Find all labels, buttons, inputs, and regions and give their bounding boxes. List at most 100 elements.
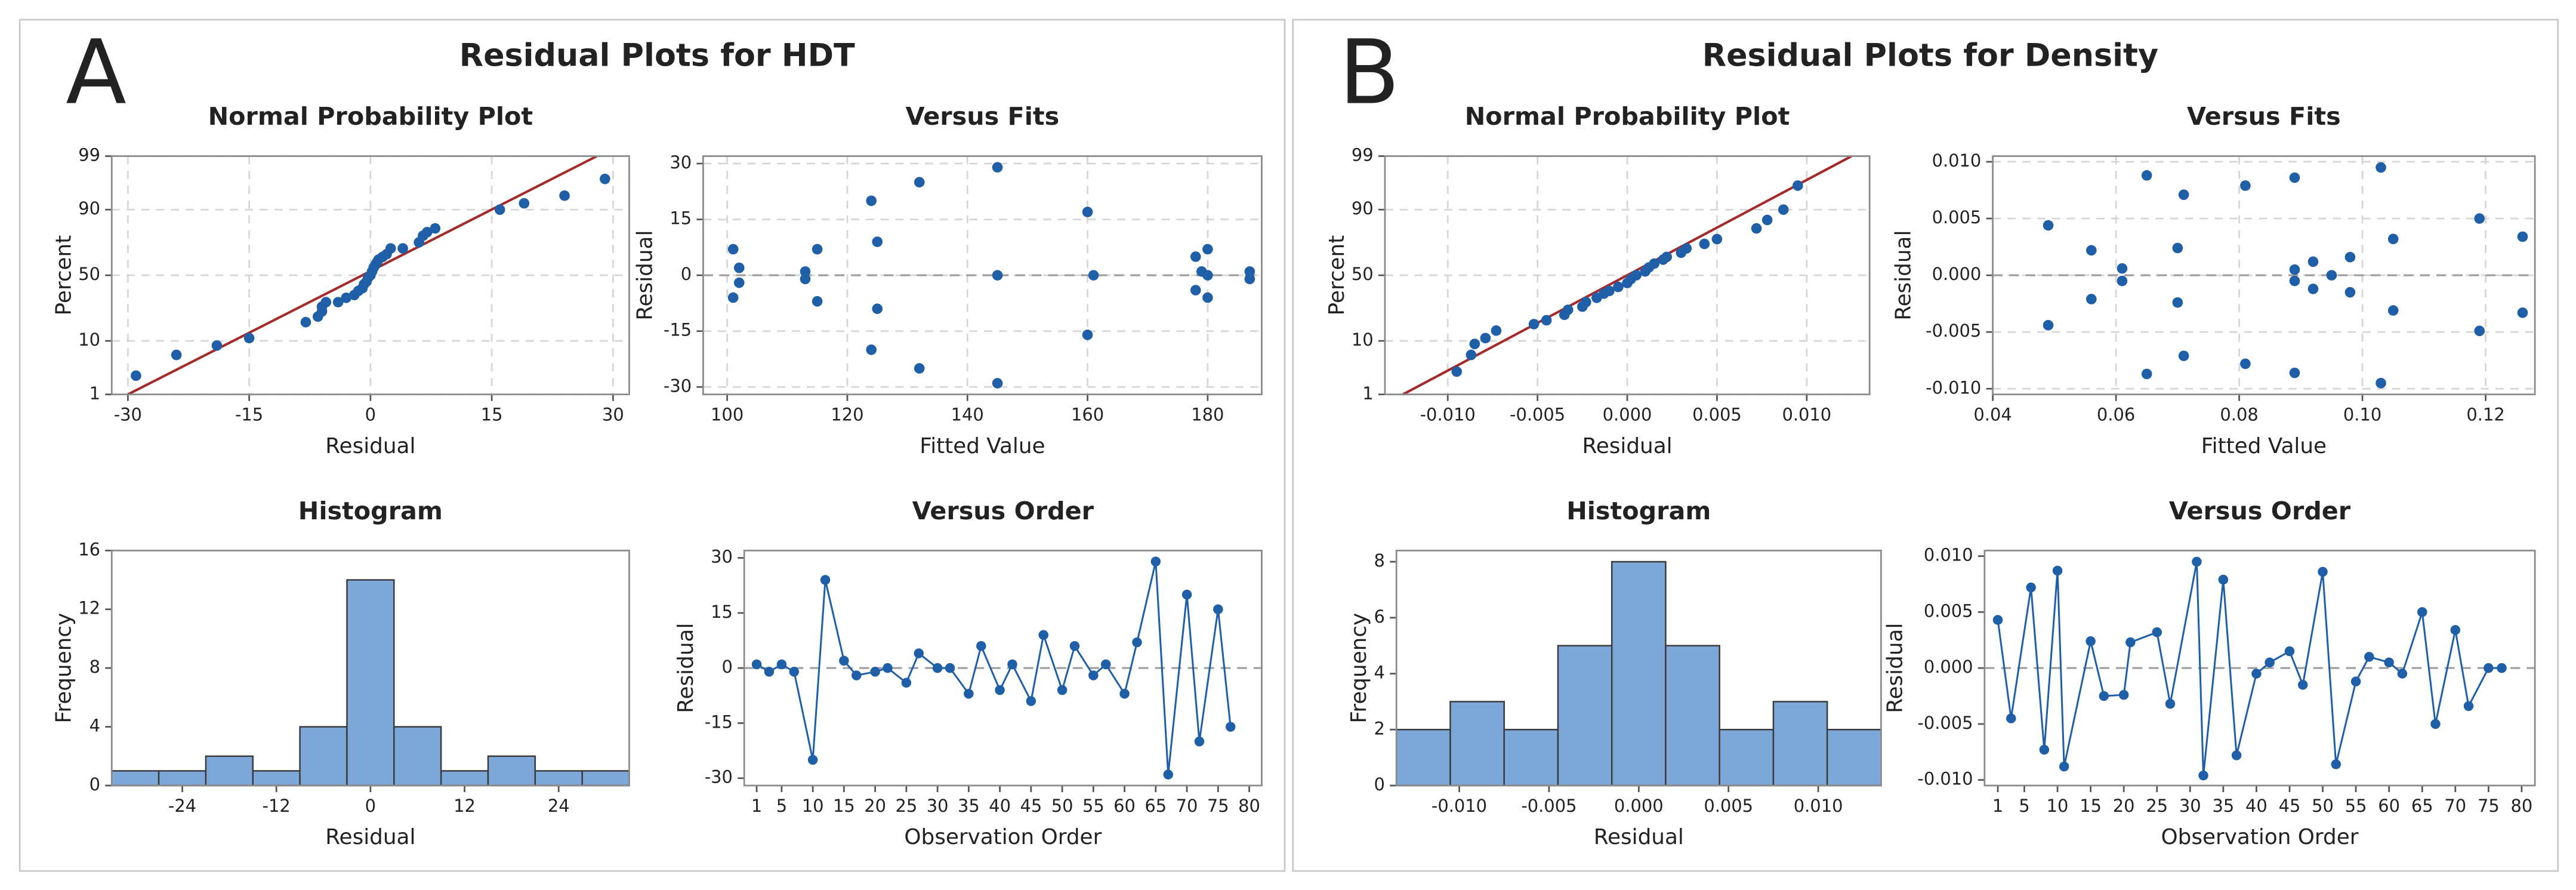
point	[2086, 245, 2097, 256]
point	[866, 344, 877, 355]
x-tick-label: 120	[831, 405, 863, 425]
x-tick-label: 70	[2444, 796, 2466, 816]
x-tick-label: 50	[1051, 796, 1073, 816]
y-tick-label: 99	[78, 145, 100, 165]
plot-frame	[110, 155, 630, 396]
point	[131, 370, 141, 381]
bar	[487, 755, 536, 787]
point	[1778, 204, 1789, 215]
y-tick-label: 0	[90, 774, 100, 794]
x-tick-label: 0	[365, 405, 376, 425]
y-tick-label: 10	[1352, 329, 1374, 350]
y-tick-label: 90	[1352, 198, 1374, 218]
point	[1451, 366, 1463, 377]
y-tick-label: 4	[90, 716, 100, 736]
point	[2251, 669, 2262, 679]
y-tick-label: 30	[711, 547, 733, 567]
point	[866, 195, 877, 207]
point	[2387, 305, 2399, 316]
point	[1119, 688, 1130, 699]
x-tick-label: 0.005	[1692, 405, 1742, 425]
point	[964, 688, 974, 699]
y-tick-label: 16	[78, 539, 100, 559]
point	[1761, 214, 1773, 226]
point	[839, 655, 849, 666]
bar	[440, 770, 489, 787]
bar	[393, 726, 442, 787]
bar	[1611, 561, 1667, 787]
x-tick-label: 40	[2245, 796, 2268, 816]
y-axis-label: Residual	[1891, 230, 1915, 321]
x-tick-label: 12	[454, 796, 476, 816]
x-tick-label: 35	[958, 796, 980, 816]
point	[1992, 615, 2003, 625]
y-tick-label: 8	[90, 657, 100, 677]
x-tick-label: 80	[2511, 796, 2533, 816]
point	[1163, 769, 1173, 780]
bar	[1449, 701, 1505, 787]
x-tick-label: -0.005	[1521, 796, 1577, 816]
bar	[1503, 729, 1559, 787]
x-tick-label: 160	[1071, 405, 1104, 425]
plot-frame	[743, 549, 1263, 787]
x-tick-label: 10	[802, 796, 824, 816]
point	[2517, 307, 2528, 318]
point	[733, 262, 745, 273]
point	[2344, 251, 2356, 263]
point	[1711, 233, 1723, 245]
y-tick-label: 90	[78, 198, 100, 218]
point	[2364, 652, 2374, 662]
x-tick-label: 75	[2478, 796, 2500, 816]
point	[2517, 231, 2528, 242]
point	[1026, 696, 1036, 706]
point	[2117, 263, 2128, 274]
panel-frame	[1292, 19, 2559, 872]
bar	[158, 770, 207, 787]
point	[1082, 207, 1093, 217]
x-tick-label: 65	[2411, 796, 2433, 816]
point	[976, 640, 986, 651]
y-tick-label: -0.005	[1926, 321, 1981, 341]
point	[2450, 625, 2461, 635]
x-tick-label: 0.010	[1782, 405, 1831, 425]
x-tick-label: 30	[927, 796, 949, 816]
point	[2307, 256, 2319, 267]
point	[1190, 251, 1201, 262]
point	[932, 663, 943, 673]
x-tick-label: 70	[1176, 796, 1198, 816]
point	[812, 296, 823, 307]
point	[2039, 744, 2050, 755]
point	[727, 292, 739, 303]
plot-frame	[1395, 549, 1882, 787]
point	[171, 349, 182, 361]
y-tick-label: -0.005	[1917, 713, 1973, 733]
x-tick-label: 20	[2113, 796, 2135, 816]
point	[872, 303, 883, 315]
x-tick-label: 0.08	[2220, 405, 2258, 425]
x-tick-label: -12	[263, 796, 291, 816]
point	[1631, 270, 1642, 281]
point	[914, 648, 924, 658]
point	[2052, 565, 2063, 576]
y-tick-label: 0.010	[1924, 545, 1973, 565]
x-tick-label: 5	[2019, 796, 2029, 816]
x-tick-label: -15	[235, 405, 263, 425]
y-tick-label: 50	[1352, 264, 1374, 284]
point	[2376, 377, 2386, 389]
point	[852, 670, 862, 680]
point	[2172, 242, 2183, 254]
x-tick-label: 0.06	[2097, 405, 2135, 425]
point	[494, 204, 505, 215]
point	[1057, 685, 1068, 695]
x-tick-label: 15	[2080, 796, 2102, 816]
x-tick-label: -30	[114, 405, 142, 425]
x-axis-label: Observation Order	[2161, 825, 2359, 849]
point	[1007, 659, 1017, 670]
x-tick-label: -0.010	[1432, 796, 1487, 816]
y-axis-label: Percent	[1325, 235, 1349, 316]
y-tick-label: 0	[681, 264, 692, 284]
y-tick-label: 6	[1374, 606, 1385, 627]
point	[2289, 275, 2300, 287]
point	[2026, 582, 2036, 593]
y-tick-label: 0.010	[1932, 150, 1982, 171]
